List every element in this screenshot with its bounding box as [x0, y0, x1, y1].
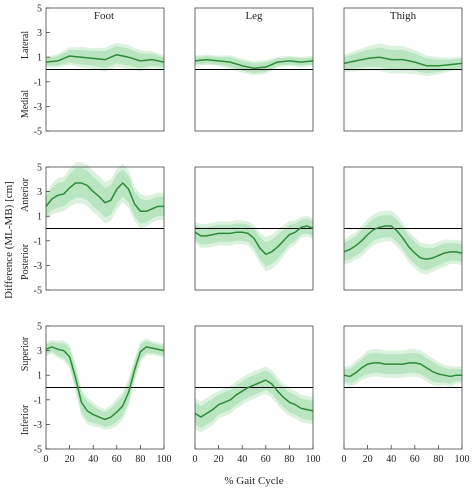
x-tick-label: 0 — [193, 454, 198, 465]
x-tick-label: 100 — [157, 454, 172, 465]
y-tick-label: -1 — [34, 236, 42, 247]
y-tick-label: -5 — [34, 286, 42, 297]
x-tick-label: 40 — [386, 454, 396, 465]
x-tick-label: 60 — [261, 454, 271, 465]
y-tick-label: 5 — [37, 4, 42, 15]
x-tick-label: 80 — [433, 454, 443, 465]
y-tick-label: -1 — [34, 395, 42, 406]
y-tick-label: 3 — [37, 187, 42, 198]
x-tick-label: 40 — [237, 454, 247, 465]
panel-thigh-superior-inferior: 0 20 40 60 80 100 — [342, 325, 470, 465]
panel-leg-anterior-posterior — [194, 166, 314, 291]
panel-foot-medial-lateral-frame — [45, 7, 165, 132]
y-tick-label: -3 — [34, 261, 42, 272]
y-tick-label: -3 — [34, 420, 42, 431]
column-title-leg: Leg — [245, 10, 263, 22]
y-tick-label: 1 — [37, 212, 42, 223]
row-label-superior: Superior — [20, 336, 31, 371]
panel-thigh-anterior-posterior-mean-line — [343, 225, 463, 260]
x-tick-label: 0 — [44, 454, 49, 465]
panel-foot-superior-inferior: -5 -3 -1 1 3 5 0 20 40 60 80 100 — [34, 322, 172, 466]
column-title-foot: Foot — [94, 10, 114, 22]
x-tick-label: 80 — [284, 454, 294, 465]
y-tick-label: 5 — [37, 322, 42, 333]
panel-foot-medial-lateral-sd-band — [46, 46, 164, 69]
column-title-thigh: Thigh — [390, 10, 417, 22]
y-tick-label: 1 — [37, 371, 42, 382]
panel-foot-superior-inferior-frame — [45, 325, 165, 450]
panel-leg-medial-lateral-mean-line — [194, 58, 314, 70]
panel-leg-anterior-posterior-frame — [194, 166, 314, 291]
panel-foot-anterior-posterior-frame — [45, 166, 165, 291]
panel-leg-superior-inferior: 0 20 40 60 80 100 — [193, 325, 321, 465]
panel-foot-anterior-posterior-mean-line — [45, 182, 164, 213]
y-tick-label: -5 — [34, 127, 42, 138]
panel-leg-anterior-posterior-mean-line — [194, 225, 314, 256]
panel-thigh-superior-inferior-mean-line — [343, 362, 462, 378]
y-tick-label: -5 — [34, 445, 42, 456]
panel-thigh-superior-inferior-frame — [343, 325, 463, 450]
row-label-lateral: Lateral — [20, 31, 31, 60]
panel-leg-medial-lateral-sd-band — [195, 55, 313, 74]
x-tick-label: 20 — [214, 454, 224, 465]
panel-leg-superior-inferior-outer-band — [195, 366, 313, 433]
row-label-anterior: Anterior — [20, 177, 31, 212]
panel-foot-superior-inferior-sd-band — [46, 340, 164, 427]
y-tick-label: 3 — [37, 346, 42, 357]
y-tick-label: -1 — [34, 77, 42, 88]
panel-foot-anterior-posterior: -5 -3 -1 1 3 5 — [34, 162, 165, 297]
panel-thigh-anterior-posterior-frame — [343, 166, 463, 291]
panel-leg-medial-lateral — [194, 7, 314, 132]
panel-thigh-anterior-posterior — [343, 166, 463, 291]
x-tick-label: 0 — [342, 454, 347, 465]
panel-foot-medial-lateral: -5 -3 -1 1 3 5 — [34, 4, 165, 138]
y-tick-label: 1 — [37, 53, 42, 64]
x-tick-label: 20 — [65, 454, 75, 465]
x-tick-label: 80 — [135, 454, 145, 465]
panel-leg-superior-inferior-sd-band — [195, 370, 313, 429]
panel-leg-superior-inferior-frame — [194, 325, 314, 450]
panel-thigh-superior-inferior-sd-band — [344, 353, 462, 384]
x-tick-label: 100 — [455, 454, 470, 465]
x-tick-label: 60 — [410, 454, 420, 465]
y-tick-label: -3 — [34, 102, 42, 113]
x-tick-label: 100 — [306, 454, 321, 465]
panel-foot-superior-inferior-outer-band — [46, 338, 164, 430]
row-label-medial: Medial — [20, 90, 31, 119]
panel-leg-anterior-posterior-sd-band — [195, 218, 313, 267]
panel-foot-anterior-posterior-sd-band — [46, 168, 164, 224]
y-axis-label: Difference (ML-MB) [cm] — [3, 181, 15, 299]
panel-leg-superior-inferior-mean-line — [194, 379, 314, 418]
x-tick-label: 20 — [363, 454, 373, 465]
row-label-inferior: Inferior — [20, 404, 31, 435]
panel-thigh-medial-lateral — [343, 7, 463, 132]
x-tick-label: 60 — [112, 454, 122, 465]
row-label-posterior: Posterior — [20, 243, 31, 280]
panel-leg-medial-lateral-frame — [194, 7, 314, 132]
panel-foot-superior-inferior-mean-line — [45, 346, 165, 421]
x-tick-label: 40 — [88, 454, 98, 465]
panel-thigh-medial-lateral-mean-line — [343, 56, 463, 67]
panel-foot-medial-lateral-mean-line — [45, 53, 165, 63]
x-axis-label: % Gait Cycle — [224, 475, 283, 487]
panel-thigh-medial-lateral-frame — [343, 7, 463, 132]
y-tick-label: 3 — [37, 28, 42, 39]
y-tick-label: 5 — [37, 163, 42, 174]
